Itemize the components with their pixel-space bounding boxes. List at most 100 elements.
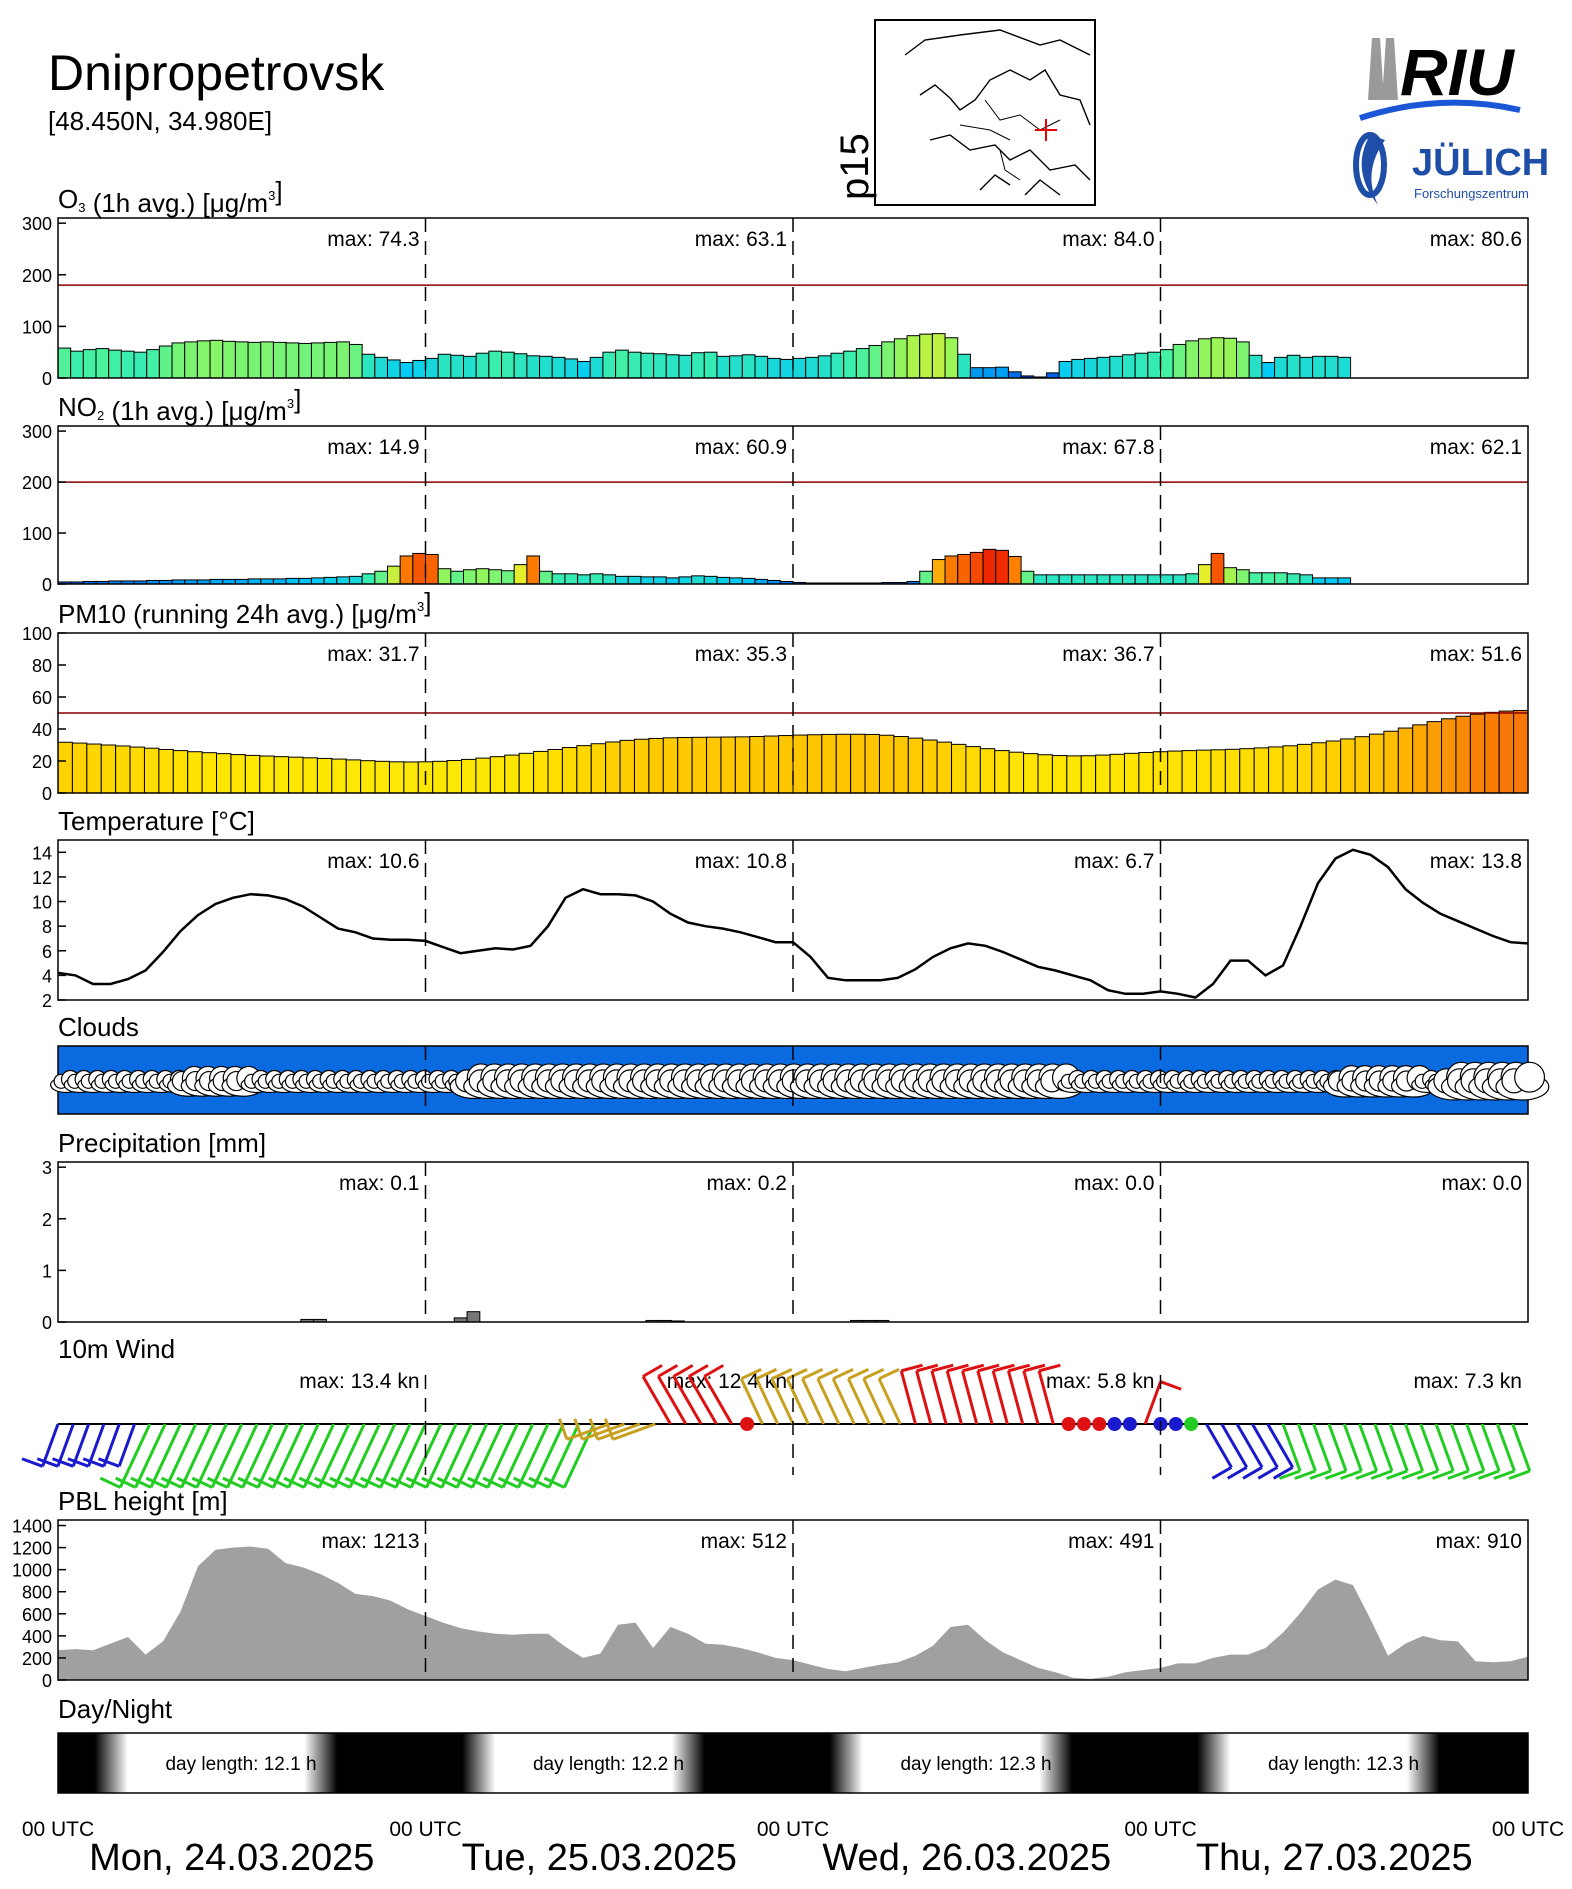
- pm10-bar: [1412, 724, 1428, 794]
- pm10-bar: [633, 738, 650, 794]
- no2-bar: [1045, 574, 1060, 585]
- pm10-bar: [201, 752, 218, 794]
- wind-barb: [831, 1368, 856, 1425]
- no2-bar: [285, 577, 300, 585]
- o3-bar: [716, 355, 731, 379]
- wind-barb: [1278, 1423, 1302, 1480]
- pm10-bar: [691, 736, 708, 794]
- pm10-bar: [1095, 754, 1111, 794]
- x-utc-label: 00 UTC: [389, 1818, 461, 1841]
- pbl-ytick-label: 1200: [12, 1539, 52, 1559]
- o3-bar: [196, 340, 211, 379]
- precip-max-label: max: 0.0: [1074, 1172, 1155, 1195]
- no2-bar: [741, 577, 756, 585]
- pm10-bar: [893, 736, 909, 794]
- daynight-day-length: day length: 12.2 h: [533, 1754, 684, 1775]
- o3-bar: [386, 359, 401, 379]
- o3-bar: [1071, 358, 1085, 379]
- o3-bar: [1299, 356, 1314, 379]
- pm10-bar: [172, 750, 189, 794]
- pm10-bar: [922, 739, 938, 794]
- pm10-bar: [1469, 713, 1486, 794]
- daynight-day-length: day length: 12.3 h: [1268, 1754, 1419, 1775]
- pm10-bar: [1239, 748, 1255, 794]
- pm10-bar: [576, 745, 592, 794]
- wind-barb: [176, 1423, 228, 1489]
- pm10-bar: [619, 739, 635, 794]
- pm10-bar: [864, 733, 880, 794]
- no2-bar: [526, 555, 541, 585]
- o3-bar: [1096, 356, 1111, 379]
- precip-max-label: max: 0.2: [706, 1172, 787, 1195]
- x-utc-label: 00 UTC: [22, 1818, 94, 1841]
- daynight-day-band: [58, 1733, 426, 1793]
- wind-barb: [801, 1368, 825, 1425]
- o3-bar: [184, 341, 198, 379]
- o3-bar: [602, 351, 617, 379]
- pm10-max-label: max: 51.6: [1430, 643, 1522, 666]
- no2-bar: [551, 573, 566, 585]
- o3-bar: [501, 351, 515, 379]
- no2-bar: [1337, 577, 1352, 585]
- no2-bar: [919, 570, 933, 585]
- o3-bar: [868, 344, 883, 379]
- o3-bar: [1324, 355, 1339, 379]
- o3-bar: [234, 341, 249, 379]
- no2-bar: [272, 578, 287, 585]
- o3-bar: [222, 340, 236, 379]
- o3-bar: [640, 352, 655, 379]
- pbl-ytick-label: 400: [22, 1627, 52, 1647]
- no2-bar: [1274, 572, 1288, 585]
- wind-barb: [1022, 1363, 1046, 1425]
- wind-barb: [603, 1418, 656, 1441]
- wind-barb: [915, 1363, 939, 1425]
- pm10-bar: [1224, 748, 1241, 794]
- no2-bar: [1058, 574, 1073, 585]
- o3-bar: [513, 353, 528, 379]
- precip-ytick-label: 0: [42, 1313, 52, 1333]
- no2-bar: [1020, 570, 1035, 585]
- precip-title: Precipitation [mm]: [58, 1128, 266, 1158]
- no2-bar: [475, 568, 490, 585]
- o3-bar: [1198, 338, 1212, 379]
- o3-bar: [1109, 355, 1123, 379]
- wind-barb: [160, 1423, 213, 1489]
- o3-bar: [1134, 352, 1149, 379]
- pm10-bar: [518, 752, 535, 794]
- o3-bar: [146, 349, 160, 379]
- pm10-bar: [561, 747, 578, 794]
- no2-max-label: max: 62.1: [1430, 436, 1522, 459]
- pm10-bar: [1037, 754, 1053, 794]
- pm10-bar: [1210, 749, 1226, 794]
- pm10-bar: [360, 760, 376, 794]
- pm10-bar: [115, 745, 131, 794]
- no2-bar: [957, 553, 971, 585]
- no2-bar: [1172, 574, 1187, 585]
- pm10-bar: [1325, 740, 1342, 794]
- no2-bar: [564, 573, 579, 585]
- wind-barb: [1462, 1423, 1486, 1480]
- x-utc-label: 00 UTC: [757, 1818, 829, 1841]
- x-day-label: Thu, 27.03.2025: [1196, 1837, 1473, 1879]
- wind-barb: [961, 1363, 985, 1425]
- o3-bar: [1337, 356, 1352, 379]
- o3-bar: [957, 353, 971, 379]
- precip-ytick-label: 1: [42, 1261, 52, 1281]
- city-coords: [48.450N, 34.980E]: [48, 106, 272, 136]
- precip-bar: [466, 1311, 481, 1323]
- pm10-bar: [1023, 753, 1039, 794]
- pm10-bar: [216, 753, 232, 794]
- pm10-bar: [1138, 752, 1154, 794]
- pm10-bar: [749, 736, 765, 794]
- location-map: p15: [833, 19, 1096, 206]
- wind-barb: [252, 1423, 305, 1489]
- pm10-bar: [1397, 727, 1414, 794]
- wind-barb: [657, 1364, 688, 1425]
- pm10-max-label: max: 35.3: [695, 643, 787, 666]
- o3-bar: [767, 357, 781, 379]
- pm10-bar: [129, 746, 145, 794]
- pm10-bar: [965, 746, 981, 794]
- pm10-bar: [345, 759, 362, 794]
- wind-barb: [130, 1423, 182, 1489]
- o3-bar: [1286, 354, 1301, 379]
